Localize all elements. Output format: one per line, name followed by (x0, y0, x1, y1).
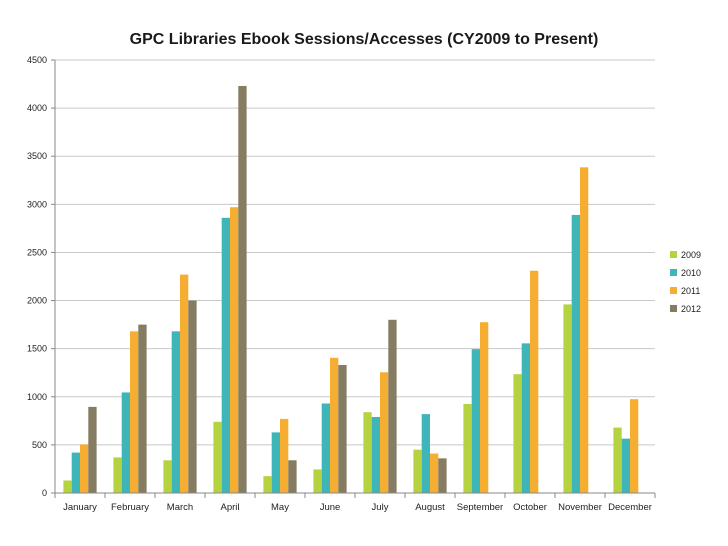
x-tick-label: December (608, 502, 652, 513)
bar-2009-november (563, 304, 572, 493)
bar-2010-april (221, 217, 230, 494)
bar-2010-march (171, 331, 180, 493)
y-tick-label: 4000 (27, 103, 47, 113)
bar-2009-may (263, 476, 272, 493)
y-tick-label: 0 (42, 488, 47, 498)
bar-2009-august (413, 449, 422, 493)
bar-2010-august (421, 414, 430, 493)
bar-2009-june (313, 469, 322, 493)
x-tick-label: August (415, 502, 445, 513)
legend-label-2010: 2010 (681, 268, 701, 278)
legend-swatch-2010 (670, 269, 677, 276)
y-axis: 0 500 1000 1500 2000 2500 3000 3500 4000 4500 (27, 55, 56, 498)
bar-2011-december (630, 399, 639, 493)
bar-2009-march (163, 460, 172, 493)
bar-2010-december (621, 438, 630, 493)
bar-2012-august (438, 458, 447, 493)
legend-swatch-2011 (670, 287, 677, 294)
bar-2009-october (513, 374, 522, 493)
bar-2012-april (238, 85, 247, 493)
bar-2010-may (271, 432, 280, 493)
x-tick-label: March (167, 502, 193, 513)
bar-2010-november (571, 214, 580, 494)
bar-2009-february (113, 457, 122, 493)
bar-2011-april (230, 207, 239, 493)
x-axis: January February March April May June July Augu… (54, 492, 656, 513)
bar-2010-october (521, 343, 530, 493)
legend-swatch-2009 (670, 251, 677, 258)
x-tick-label: October (513, 502, 547, 513)
x-tick-label: July (372, 502, 389, 513)
bar-2011-november (580, 167, 589, 494)
bar-2011-march (180, 274, 189, 493)
y-tick-label: 3000 (27, 199, 47, 209)
legend: 2009 2010 2011 2012 (670, 250, 701, 314)
x-tick-label: June (320, 502, 341, 513)
x-tick-label: January (63, 502, 97, 513)
y-tick-label: 2500 (27, 247, 47, 257)
y-tick-label: 3500 (27, 151, 47, 161)
x-tick-label: September (457, 502, 503, 513)
bar-2009-december (613, 427, 622, 493)
bar-2012-may (288, 460, 297, 493)
bars (63, 85, 639, 494)
bar-2011-january (80, 444, 89, 493)
chart-title: GPC Libraries Ebook Sessions/Accesses (C… (130, 31, 599, 48)
legend-label-2009: 2009 (681, 250, 701, 260)
y-tick-label: 2000 (27, 296, 47, 306)
bar-2012-january (88, 406, 97, 493)
bar-2011-february (130, 331, 139, 493)
bar-2012-july (388, 319, 397, 493)
bar-2011-may (280, 418, 289, 493)
bar-2010-september (471, 349, 480, 493)
bar-2010-january (71, 452, 80, 493)
bar-2010-june (321, 403, 330, 493)
bar-2012-march (188, 300, 197, 493)
y-tick-label: 4500 (27, 55, 47, 65)
bar-2009-april (213, 421, 222, 493)
bar-2011-october (530, 270, 539, 493)
bar-2011-june (330, 357, 339, 493)
x-tick-label: November (558, 502, 602, 513)
y-tick-label: 1500 (27, 344, 47, 354)
bar-2009-july (363, 412, 372, 493)
y-tick-label: 500 (32, 440, 47, 450)
bar-2011-september (480, 322, 489, 493)
legend-swatch-2012 (670, 305, 677, 312)
y-tick-label: 1000 (27, 392, 47, 402)
gridlines (55, 59, 655, 446)
x-tick-label: February (111, 502, 149, 513)
legend-label-2012: 2012 (681, 304, 701, 314)
bar-2009-january (63, 480, 72, 493)
legend-label-2011: 2011 (681, 286, 700, 296)
x-tick-label: May (271, 502, 289, 513)
bar-2012-february (138, 324, 147, 493)
bar-2011-july (380, 372, 389, 493)
bar-2010-february (121, 392, 130, 493)
x-tick-label: April (220, 502, 239, 513)
bar-2009-september (463, 403, 472, 493)
bar-2012-june (338, 365, 347, 493)
bar-2010-july (371, 416, 380, 493)
bar-2011-august (430, 453, 439, 493)
